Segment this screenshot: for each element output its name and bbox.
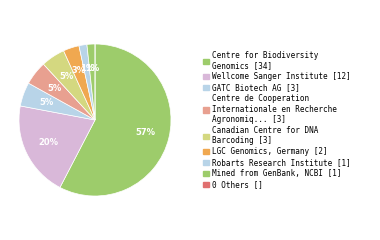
Wedge shape [20,83,95,120]
Text: 1%: 1% [85,64,100,73]
Wedge shape [43,51,95,120]
Text: 5%: 5% [39,98,54,107]
Text: 5%: 5% [47,84,62,93]
Wedge shape [79,44,95,120]
Wedge shape [28,64,95,120]
Wedge shape [63,46,95,120]
Text: 1%: 1% [80,65,94,73]
Text: 3%: 3% [72,66,86,75]
Text: 5%: 5% [59,72,74,81]
Legend: Centre for Biodiversity
Genomics [34], Wellcome Sanger Institute [12], GATC Biot: Centre for Biodiversity Genomics [34], W… [203,51,350,189]
Text: 20%: 20% [38,138,59,147]
Wedge shape [87,44,95,120]
Wedge shape [60,44,171,196]
Text: 57%: 57% [135,128,155,137]
Wedge shape [19,106,95,187]
